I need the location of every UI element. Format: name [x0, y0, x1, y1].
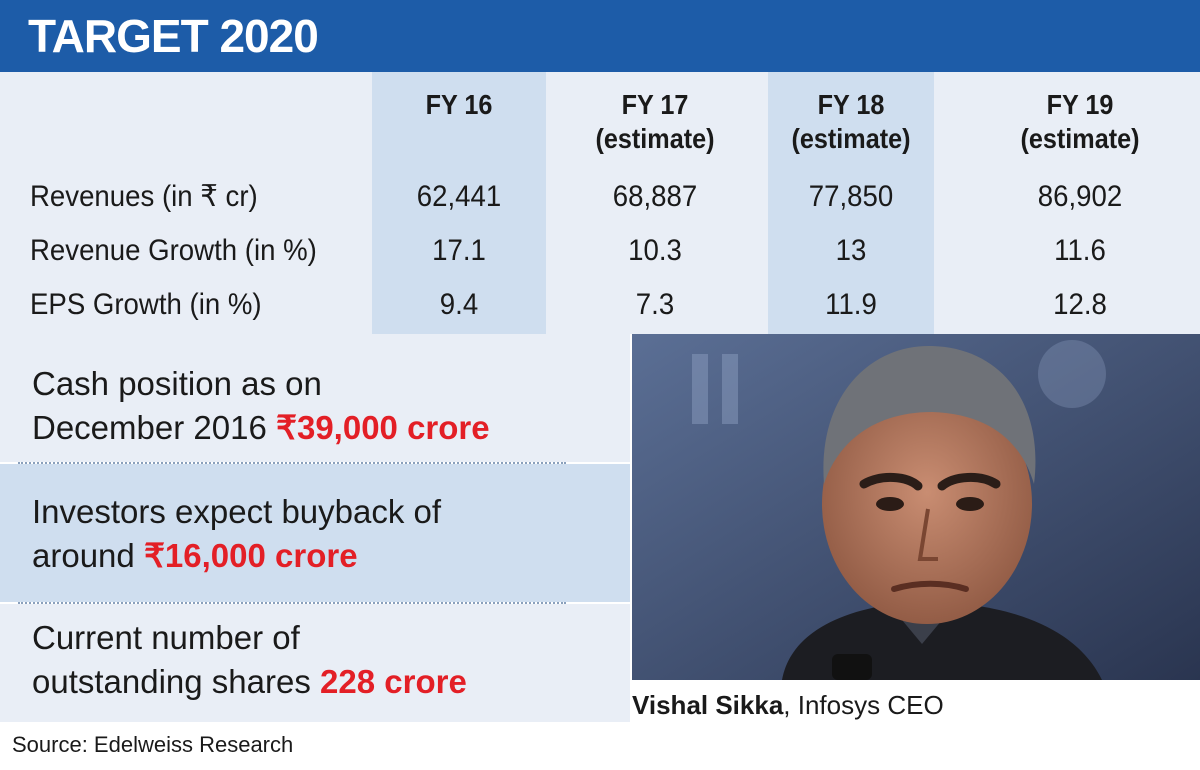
fact-cash-position: Cash position as on December 2016 ₹39,00…	[0, 334, 630, 462]
table-cell: 9.4	[439, 288, 479, 321]
column-highlight-fy18	[768, 72, 934, 334]
table-cell: 68,887	[612, 180, 698, 213]
page-title: TARGET 2020	[28, 10, 319, 62]
table-cell: 7.3	[635, 288, 675, 321]
source-note: Source: Edelweiss Research	[12, 732, 294, 757]
photo-caption: Vishal Sikka, Infosys CEO	[632, 690, 944, 720]
column-header-fy16: FY 16	[425, 89, 493, 120]
table-cell: 12.8	[1053, 288, 1107, 321]
column-header-fy17: FY 17 (estimate)	[595, 89, 715, 154]
column-highlight-fy16	[372, 72, 546, 334]
column-header-fy19: FY 19 (estimate)	[1020, 89, 1140, 154]
row-label-revenues: Revenues (in ₹ cr)	[30, 180, 258, 213]
divider	[18, 462, 566, 464]
person-name: Vishal Sikka	[632, 690, 784, 720]
highlight-value: ₹39,000 crore	[275, 409, 490, 446]
row-label-eps-growth: EPS Growth (in %)	[30, 288, 262, 321]
table-cell: 62,441	[416, 180, 502, 213]
header-bar: TARGET 2020	[0, 0, 1200, 72]
person-role: Infosys CEO	[797, 690, 944, 720]
highlight-value: 228 crore	[320, 663, 467, 700]
data-table	[0, 72, 1200, 334]
highlight-value: ₹16,000 crore	[143, 537, 358, 574]
row-label-revenue-growth: Revenue Growth (in %)	[30, 234, 317, 267]
divider	[18, 602, 566, 604]
table-cell: 13	[835, 234, 867, 267]
portrait-photo	[632, 334, 1200, 680]
table-cell: 86,902	[1037, 180, 1123, 213]
portrait-illustration	[632, 334, 1200, 680]
table-cell: 77,850	[808, 180, 894, 213]
table-cell: 10.3	[628, 234, 682, 267]
table-cell: 17.1	[432, 234, 486, 267]
table-cell: 11.9	[825, 288, 877, 321]
fact-outstanding-shares: Current number of outstanding shares 228…	[0, 604, 630, 722]
fact-buyback: Investors expect buyback of around ₹16,0…	[0, 464, 630, 602]
column-header-fy18: FY 18 (estimate)	[791, 89, 911, 154]
table-cell: 11.6	[1054, 234, 1106, 267]
